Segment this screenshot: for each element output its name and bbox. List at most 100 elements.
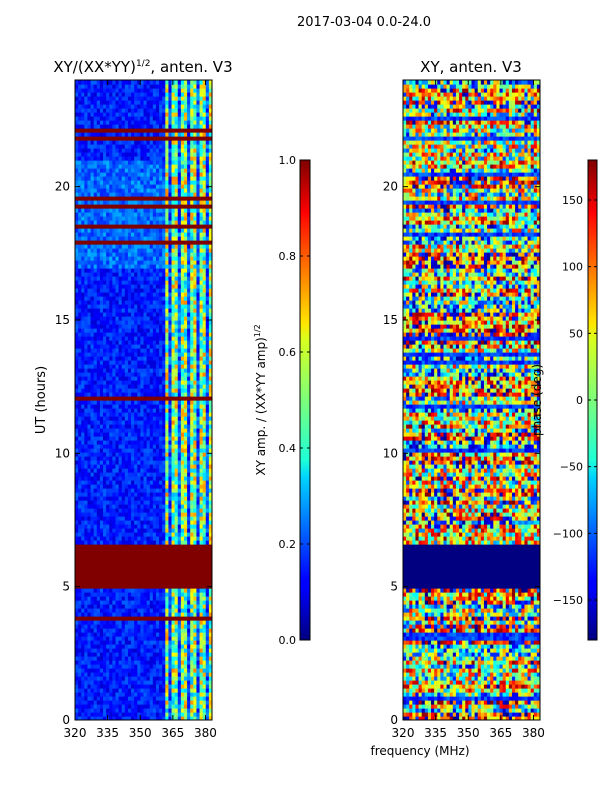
- left-heatmap-cell: [205, 596, 210, 601]
- left-heatmap-cell: [121, 568, 126, 573]
- left-heatmap-cell: [187, 640, 191, 645]
- left-heatmap-cell: [177, 588, 182, 593]
- left-heatmap-cell: [146, 588, 151, 593]
- left-heatmap-cell: [84, 672, 89, 677]
- left-heatmap-cell: [159, 512, 163, 517]
- left-heatmap-cell: [152, 628, 157, 633]
- left-heatmap-cell: [208, 564, 212, 569]
- left-heatmap-cell: [106, 648, 110, 653]
- left-heatmap-cell: [199, 632, 204, 637]
- left-heatmap-cell: [180, 608, 185, 613]
- left-heatmap-cell: [87, 676, 92, 681]
- left-heatmap-cell: [124, 520, 129, 525]
- left-heatmap-cell: [112, 500, 117, 505]
- left-heatmap-cell: [81, 544, 85, 549]
- left-heatmap-cell: [168, 656, 173, 661]
- left-heatmap-cell: [202, 632, 207, 637]
- left-heatmap-cell: [115, 632, 120, 637]
- left-heatmap-cell: [134, 716, 138, 720]
- left-heatmap-cell: [140, 680, 145, 685]
- left-heatmap-cell: [180, 708, 185, 713]
- left-heatmap-cell: [112, 644, 117, 649]
- left-heatmap-cell: [187, 664, 191, 669]
- left-heatmap-cell: [208, 632, 212, 637]
- left-heatmap-cell: [78, 540, 82, 545]
- left-heatmap-cell: [168, 640, 173, 645]
- left-heatmap-cell: [187, 688, 191, 693]
- left-heatmap-cell: [159, 600, 163, 605]
- left-heatmap-cell: [177, 604, 182, 609]
- left-heatmap-cell: [93, 540, 98, 545]
- left-heatmap-cell: [183, 664, 188, 669]
- left-heatmap-cell: [137, 628, 141, 633]
- left-heatmap-cell: [103, 560, 107, 565]
- left-heatmap-cell: [96, 584, 101, 589]
- left-heatmap-cell: [199, 600, 204, 605]
- left-heatmap-cell: [146, 584, 151, 589]
- left-heatmap-cell: [106, 536, 110, 541]
- left-heatmap-cell: [193, 536, 198, 541]
- left-heatmap-cell: [183, 708, 188, 713]
- left-heatmap-cell: [152, 532, 157, 537]
- left-heatmap-cell: [190, 544, 194, 549]
- left-heatmap-cell: [149, 712, 154, 717]
- left-heatmap-cell: [162, 700, 166, 705]
- left-heatmap-cell: [109, 540, 113, 545]
- left-heatmap-cell: [162, 648, 166, 653]
- left-heatmap-cell: [196, 712, 201, 717]
- left-heatmap-cell: [183, 700, 188, 705]
- left-heatmap-cell: [127, 632, 132, 637]
- left-heatmap-cell: [84, 604, 89, 609]
- left-heatmap-cell: [137, 528, 141, 533]
- left-heatmap-cell: [109, 612, 113, 617]
- left-heatmap-cell: [190, 620, 194, 625]
- left-heatmap-cell: [106, 620, 110, 625]
- left-heatmap-cell: [93, 680, 98, 685]
- left-heatmap-cell: [143, 684, 148, 689]
- left-heatmap-cell: [155, 632, 160, 637]
- left-heatmap-cell: [103, 524, 107, 529]
- left-heatmap-cell: [187, 676, 191, 681]
- left-heatmap-cell: [109, 616, 113, 621]
- left-heatmap-cell: [78, 496, 82, 501]
- left-heatmap-cell: [196, 560, 201, 565]
- left-heatmap-cell: [171, 660, 176, 665]
- left-heatmap-cell: [199, 568, 204, 573]
- left-heatmap-cell: [81, 536, 85, 541]
- left-heatmap-cell: [162, 668, 166, 673]
- left-heatmap-cell: [143, 568, 148, 573]
- left-heatmap-cell: [75, 604, 79, 609]
- left-heatmap-cell: [149, 568, 154, 573]
- left-heatmap-cell: [183, 520, 188, 525]
- left-heatmap-cell: [193, 692, 198, 697]
- left-heatmap-cell: [196, 548, 201, 553]
- left-heatmap-cell: [99, 620, 104, 625]
- left-heatmap-cell: [183, 652, 188, 657]
- left-heatmap-cell: [202, 676, 207, 681]
- left-heatmap-cell: [149, 636, 154, 641]
- left-heatmap-cell: [155, 628, 160, 633]
- left-heatmap-cell: [127, 644, 132, 649]
- left-heatmap-cell: [140, 636, 145, 641]
- left-heatmap-cell: [208, 556, 212, 561]
- left-heatmap-cell: [137, 644, 141, 649]
- left-heatmap-cell: [112, 612, 117, 617]
- left-heatmap-cell: [118, 688, 123, 693]
- left-heatmap-cell: [121, 636, 126, 641]
- left-heatmap-cell: [118, 616, 123, 621]
- left-heatmap-cell: [93, 508, 98, 513]
- left-heatmap-cell: [131, 604, 135, 609]
- left-heatmap-cell: [193, 568, 198, 573]
- left-heatmap-cell: [171, 508, 176, 513]
- left-heatmap-cell: [190, 656, 194, 661]
- left-heatmap-cell: [149, 536, 154, 541]
- left-heatmap-cell: [208, 640, 212, 645]
- left-heatmap-cell: [199, 716, 204, 720]
- left-heatmap-cell: [99, 524, 104, 529]
- left-heatmap-cell: [90, 532, 95, 537]
- left-heatmap-cell: [168, 676, 173, 681]
- left-heatmap-cell: [146, 636, 151, 641]
- left-heatmap-cell: [199, 644, 204, 649]
- left-heatmap-cell: [124, 588, 129, 593]
- left-heatmap-cell: [134, 668, 138, 673]
